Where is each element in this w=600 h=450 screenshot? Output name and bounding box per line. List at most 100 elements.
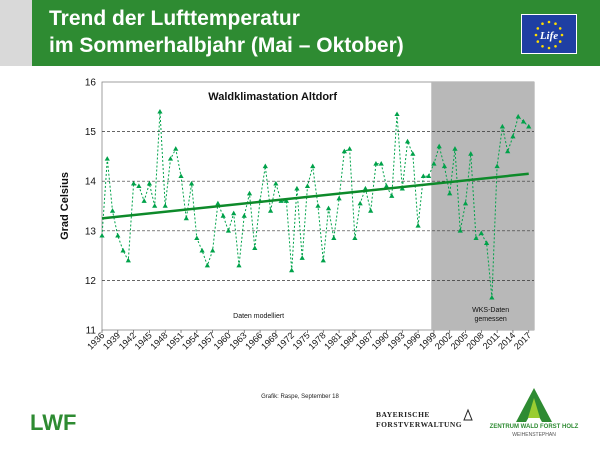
- data-point-marker: [426, 173, 432, 179]
- header-side-strip: [0, 0, 32, 66]
- lwf-logo-text: LWF: [30, 410, 76, 434]
- title-line-2: im Sommerhalbjahr (Mai – Oktober): [49, 34, 404, 57]
- zwfh-line-1: ZENTRUM WALD FORST HOLZ: [489, 424, 579, 430]
- data-point-marker: [246, 190, 253, 196]
- y-axis-label: Grad Celsius: [59, 172, 71, 240]
- data-point-marker: [515, 113, 521, 119]
- temperature-chart: 11 12 13 14 15 16 193619391942194519481951195…: [59, 78, 535, 352]
- lwf-logo: LWF: [28, 408, 84, 435]
- y-tick-label: 12: [85, 276, 97, 287]
- data-point-marker: [252, 245, 258, 250]
- data-point-marker: [526, 123, 532, 129]
- life-logo-text: Life: [539, 30, 558, 42]
- data-point-marker: [220, 213, 226, 218]
- zentrum-wald-forst-holz-logo: ZENTRUM WALD FORST HOLZ WEIHENSTEPHAN: [486, 386, 582, 446]
- data-point-marker: [115, 232, 121, 238]
- data-point-marker: [236, 262, 242, 268]
- annotation-measured-line-2: gemessen: [474, 316, 506, 323]
- title-line-1: Trend der Lufttemperatur: [49, 7, 300, 30]
- data-point-marker: [362, 185, 369, 191]
- temperature-series-line: [101, 111, 530, 298]
- data-point-marker: [378, 161, 384, 166]
- data-point-marker: [394, 111, 400, 117]
- data-point-marker: [410, 151, 416, 156]
- y-tick-label: 15: [85, 127, 97, 138]
- data-point-marker: [347, 146, 353, 151]
- data-point-marker: [383, 183, 390, 188]
- data-point-marker: [304, 183, 311, 188]
- data-point-marker: [162, 203, 168, 208]
- data-point-marker: [315, 203, 321, 208]
- measured-period-shading: [431, 82, 534, 330]
- data-point-marker: [146, 180, 153, 186]
- page-title: Trend der Lufttemperatur im Sommerhalbja…: [49, 5, 469, 59]
- data-point-marker: [325, 205, 332, 211]
- eu-stars-icon: Life: [534, 20, 564, 50]
- zwfh-line-2: WEIHENSTEPHAN: [512, 432, 556, 438]
- y-tick-label: 13: [85, 226, 97, 237]
- data-point-marker: [241, 213, 247, 218]
- data-point-marker: [131, 180, 137, 186]
- y-tick-labels: 11 12 13 14 15 16: [85, 78, 97, 337]
- data-point-marker: [136, 183, 142, 188]
- data-point-marker: [505, 148, 511, 154]
- data-point-marker: [299, 255, 305, 260]
- data-point-marker: [194, 235, 200, 241]
- data-point-marker: [104, 156, 110, 161]
- data-point-marker: [178, 173, 184, 179]
- bayerische-line-1: BAYERISCHE: [376, 410, 430, 419]
- data-point-marker: [494, 163, 500, 169]
- annotation-modelled: Daten modelliert: [233, 313, 284, 320]
- data-point-marker: [125, 257, 131, 263]
- data-point-marker: [341, 148, 347, 154]
- data-point-marker: [331, 235, 337, 241]
- data-point-marker: [357, 200, 363, 206]
- eu-life-logo: Life: [521, 14, 577, 54]
- data-point-marker: [483, 240, 490, 245]
- data-point-marker: [336, 195, 342, 201]
- data-point-marker: [478, 230, 484, 236]
- data-point-marker: [452, 146, 458, 151]
- data-point-marker: [431, 161, 437, 166]
- data-point-marker: [204, 262, 210, 268]
- data-point-marker: [404, 138, 411, 144]
- data-point-marker: [225, 228, 232, 233]
- lion-emblem-icon: [463, 408, 473, 421]
- data-point-marker: [120, 247, 126, 253]
- data-point-marker: [167, 156, 174, 161]
- data-point-marker: [310, 163, 316, 169]
- data-point-marker: [468, 151, 474, 156]
- data-point-marker: [294, 185, 300, 191]
- data-point-marker: [273, 180, 279, 186]
- x-tick-labels: 1936193919421945194819511954195719601963…: [85, 330, 533, 352]
- header-band: [0, 0, 600, 66]
- y-tick-label: 16: [85, 78, 97, 89]
- data-point-marker: [188, 180, 195, 186]
- data-point-marker: [141, 198, 147, 203]
- data-point-marker: [489, 294, 495, 300]
- data-point-marker: [109, 208, 116, 213]
- data-point-marker: [99, 232, 105, 238]
- chart-title: Waldklimastation Altdorf: [208, 91, 337, 103]
- data-point-marker: [173, 146, 179, 151]
- data-point-marker: [183, 215, 189, 221]
- data-point-marker: [267, 208, 274, 213]
- data-point-marker: [441, 163, 448, 169]
- data-point-marker: [389, 193, 395, 198]
- data-point-marker: [352, 235, 358, 241]
- bayerische-line-2: FORSTVERWALTUNG: [376, 420, 463, 429]
- data-point-marker: [510, 133, 516, 139]
- x-tick-label: 2017: [512, 330, 533, 351]
- data-point-marker: [368, 208, 374, 213]
- tree-emblem-icon: [516, 388, 552, 422]
- data-point-marker: [457, 228, 463, 233]
- data-point-marker: [520, 118, 527, 124]
- data-point-marker: [473, 235, 479, 241]
- chart-credit: Grafik: Raspe, September 18: [261, 394, 339, 400]
- data-point-marker: [289, 267, 295, 273]
- data-point-marker: [283, 198, 289, 203]
- data-point-marker: [152, 203, 158, 208]
- data-point-marker: [320, 257, 326, 263]
- y-tick-label: 14: [85, 177, 97, 188]
- trend-line: [101, 172, 529, 220]
